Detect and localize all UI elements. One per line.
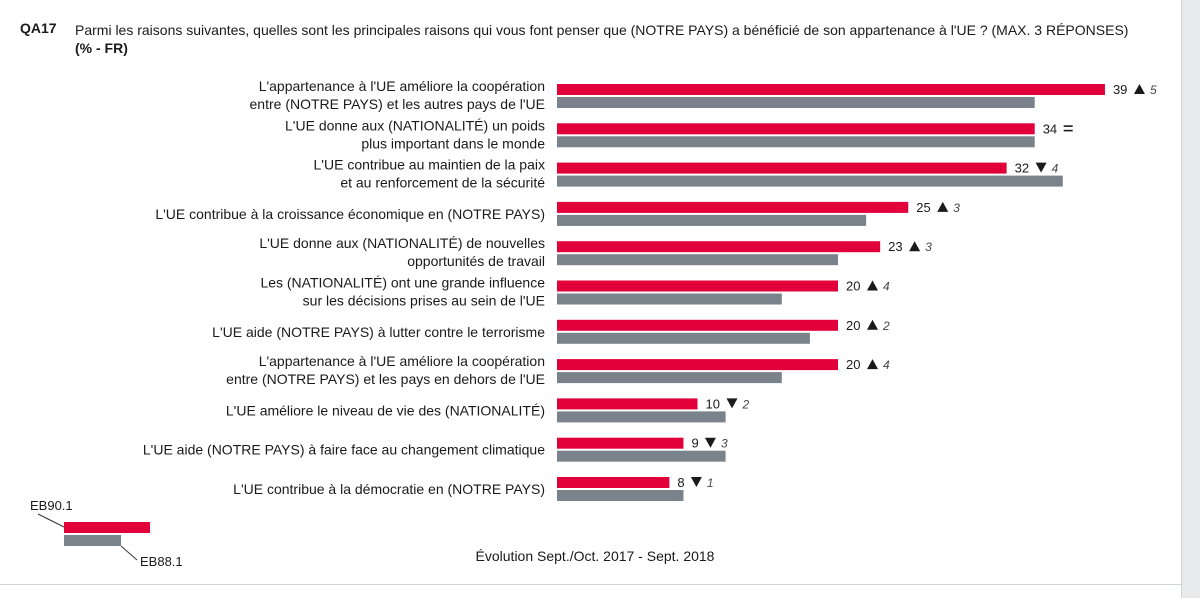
delta-value: 2 (742, 397, 750, 411)
bottom-divider (0, 584, 1181, 585)
bar-previous (557, 372, 782, 384)
delta-value: 1 (707, 476, 714, 490)
up-triangle-icon (867, 359, 878, 370)
up-triangle-icon (1133, 84, 1145, 94)
delta-value: 3 (721, 437, 728, 451)
value-label: 34 (1043, 121, 1057, 136)
bar-previous (557, 97, 1035, 108)
bar-previous (557, 490, 684, 501)
value-label: 8 (677, 475, 684, 490)
bar-current (557, 84, 1105, 95)
category-label-line: sur les décisions prises au sein de l'UE (303, 293, 545, 309)
question-code: QA17 (20, 20, 57, 36)
delta-value: 4 (883, 280, 890, 294)
category-label-line: entre (NOTRE PAYS) et les autres pays de… (250, 96, 545, 112)
legend-label-current: EB90.1 (30, 498, 73, 513)
category-label: L'UE aide (NOTRE PAYS) à lutter contre l… (212, 324, 545, 340)
bar-current (557, 398, 698, 410)
bar-previous (557, 332, 810, 344)
category-label-line: L'UE donne aux (NATIONALITÉ) un poids (285, 117, 545, 133)
legend-leader-previous (120, 545, 138, 561)
bar-current (557, 201, 909, 213)
legend-label-previous: EB88.1 (140, 554, 183, 569)
bar-current (557, 437, 684, 449)
up-triangle-icon (867, 319, 878, 330)
equal-sign-icon-bottom (1063, 129, 1073, 132)
delta-value: 3 (925, 240, 932, 254)
category-label: L'UE contribue à la démocratie en (NOTRE… (233, 481, 545, 497)
category-label: L'UE aide (NOTRE PAYS) à faire face au c… (143, 442, 545, 458)
category-label: L'UE contribue à la croissance économiqu… (155, 206, 545, 222)
equal-sign-icon-top (1063, 125, 1073, 127)
down-triangle-icon (690, 477, 702, 487)
value-label: 20 (846, 279, 860, 294)
bar-previous (557, 175, 1063, 187)
down-triangle-icon (1035, 162, 1047, 173)
value-label: 25 (916, 200, 930, 215)
category-label: L'appartenance à l'UE améliore la coopér… (250, 78, 545, 112)
bar-previous (557, 411, 726, 423)
up-triangle-icon (867, 280, 878, 291)
bar-current (557, 241, 881, 253)
value-label: 39 (1113, 82, 1127, 97)
delta-value: 2 (882, 319, 890, 333)
bar-current (557, 280, 838, 292)
delta-value: 4 (883, 358, 890, 372)
category-label-line: opportunités de travail (407, 253, 545, 269)
bar-current (557, 319, 838, 331)
category-label: L'UE donne aux (NATIONALITÉ) un poids plu… (285, 117, 545, 151)
evolution-note: Évolution Sept./Oct. 2017 - Sept. 2018 (476, 548, 715, 564)
bar-previous (557, 450, 726, 462)
question-unit: (% - FR) (75, 40, 128, 56)
up-triangle-icon (909, 241, 921, 252)
category-label-line: Les (NATIONALITÉ) ont une grande influen… (260, 275, 545, 291)
bar-previous (557, 214, 867, 226)
category-label-line: entre (NOTRE PAYS) et les pays en dehors… (226, 371, 545, 387)
bar-previous (557, 136, 1035, 148)
down-triangle-icon (704, 437, 716, 448)
category-label: L'UE donne aux (NATIONALITÉ) de nouvelle… (259, 235, 545, 269)
bar-chart: L'appartenance à l'UE améliore la coopér… (30, 78, 1157, 569)
delta-value: 4 (1052, 162, 1059, 176)
legend-leader-current (37, 513, 65, 528)
question-text: Parmi les raisons suivantes, quelles son… (75, 22, 1129, 38)
scrollbar-track[interactable] (1181, 0, 1200, 598)
category-label-line: plus important dans le monde (361, 135, 545, 151)
value-label: 9 (691, 436, 698, 451)
category-label: L'UE améliore le niveau de vie des (NATI… (226, 402, 545, 418)
category-label-line: et au renforcement de la sécurité (340, 175, 545, 191)
legend-swatch-current (64, 522, 150, 533)
category-label-line: L'appartenance à l'UE améliore la coopér… (259, 78, 545, 94)
up-triangle-icon (937, 201, 949, 212)
bar-current (557, 162, 1007, 174)
category-label: L'UE contribue au maintien de la paix et … (314, 157, 546, 191)
bar-current (557, 359, 838, 371)
category-label: Les (NATIONALITÉ) ont une grande influen… (260, 275, 545, 309)
bar-previous (557, 254, 838, 266)
value-label: 10 (706, 396, 720, 411)
category-label-line: L'appartenance à l'UE améliore la coopér… (259, 353, 545, 369)
delta-value: 5 (1150, 83, 1157, 97)
value-label: 20 (846, 357, 860, 372)
value-label: 23 (888, 239, 902, 254)
value-label: 32 (1015, 161, 1029, 176)
legend-swatch-previous (64, 535, 121, 546)
category-label-line: L'UE donne aux (NATIONALITÉ) de nouvelle… (259, 235, 545, 251)
bar-current (557, 123, 1035, 135)
category-label: L'appartenance à l'UE améliore la coopér… (226, 353, 545, 387)
value-label: 20 (846, 318, 860, 333)
down-triangle-icon (726, 398, 738, 409)
bar-current (557, 477, 670, 488)
category-label-line: L'UE contribue au maintien de la paix (314, 157, 545, 173)
bar-previous (557, 293, 782, 305)
delta-value: 3 (953, 201, 960, 215)
